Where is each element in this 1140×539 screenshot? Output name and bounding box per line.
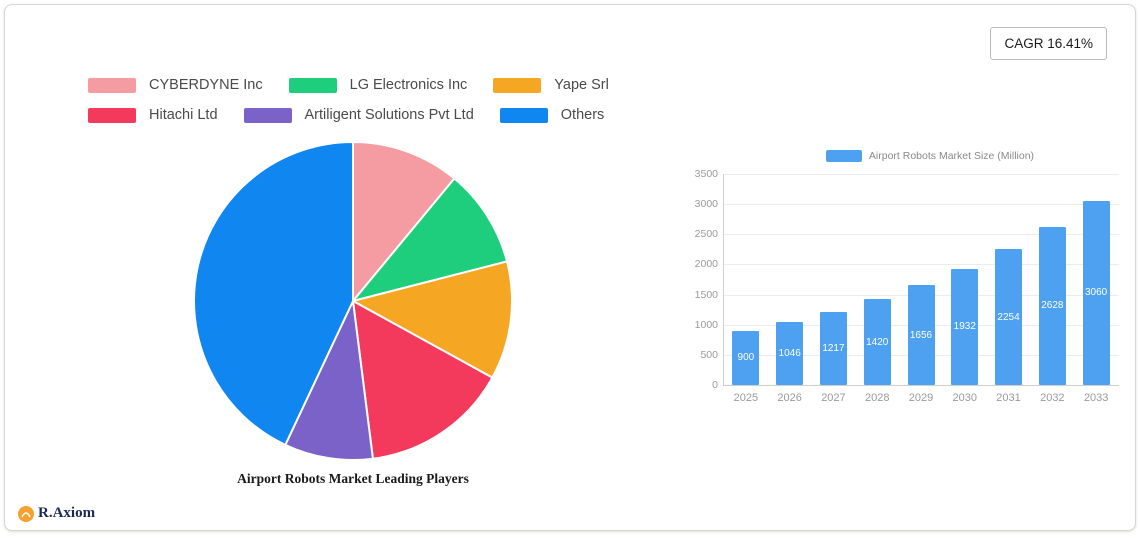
legend-swatch-others <box>499 107 548 123</box>
bar-value-label: 2628 <box>1041 300 1064 312</box>
legend-item-hitachi[interactable]: Hitachi Ltd <box>88 107 218 123</box>
bar[interactable]: 1932 <box>951 268 979 385</box>
gridline <box>724 264 1119 266</box>
gridline <box>724 234 1119 236</box>
legend-swatch-hitachi <box>88 107 136 123</box>
pie-slice[interactable] <box>193 140 354 447</box>
pie-slice[interactable] <box>352 140 456 304</box>
legend-item-lg-electronics[interactable]: LG Electronics Inc <box>288 77 468 93</box>
bar-legend-swatch <box>825 150 862 162</box>
bar-value-label: 1046 <box>778 347 801 359</box>
legend-item-cyberdyne[interactable]: CYBERDYNE Inc <box>88 77 263 93</box>
bar-value-label: 3060 <box>1084 287 1108 299</box>
pie-slice[interactable] <box>350 260 513 379</box>
cagr-badge: CAGR 16.41% <box>990 27 1107 60</box>
legend-label: Hitachi Ltd <box>149 107 218 123</box>
pie-title: Airport Robots Market Leading Players <box>237 471 469 486</box>
y-axis-label: 3500 <box>694 168 718 180</box>
bar-plot: 0 500 1000 1500 2000 2500 3000 3500 900 2025 1046 2… <box>695 168 1119 404</box>
y-axis-label: 1500 <box>694 288 718 301</box>
pie-slice[interactable] <box>351 299 494 460</box>
bar-value-label: 1217 <box>822 342 845 354</box>
pie-slice[interactable] <box>283 297 375 462</box>
report-card: CAGR 16.41% CYBERDYNE Inc LG Electronics… <box>4 4 1136 531</box>
logo: R.Axiom <box>18 505 95 522</box>
y-axis-label: 0 <box>712 379 718 391</box>
y-axis-label: 500 <box>700 348 718 361</box>
legend-item-others[interactable]: Others <box>499 107 605 123</box>
legend-label: Yape Srl <box>554 77 609 93</box>
logo-icon <box>18 505 34 522</box>
bar[interactable]: 1046 <box>776 321 804 385</box>
legend-item-artiligent[interactable]: Artiligent Solutions Pvt Ltd <box>243 107 474 123</box>
pie-legend-row-1: CYBERDYNE Inc LG Electronics Inc Yape Sr… <box>88 77 609 93</box>
bar-chart: Airport Robots Market Size (Million) 0 50… <box>681 150 1135 404</box>
x-axis-label: 2030 <box>952 392 977 404</box>
bar-legend-label: Airport Robots Market Size (Million) <box>868 150 1035 162</box>
x-axis-label: 2032 <box>1040 392 1065 404</box>
gridline <box>724 174 1119 175</box>
bar-value-label: 2254 <box>997 311 1020 323</box>
bar[interactable]: 3060 <box>1082 200 1110 385</box>
x-axis-label: 2029 <box>908 392 934 404</box>
gridline <box>724 204 1119 206</box>
bar-value-label: 1932 <box>953 321 976 333</box>
x-axis-label: 2027 <box>821 392 846 404</box>
y-axis-label: 1000 <box>694 318 718 331</box>
bar[interactable]: 2628 <box>1038 226 1066 385</box>
x-axis-label: 2028 <box>864 392 890 404</box>
legend-swatch-artiligent <box>243 107 292 123</box>
x-axis-label: 2031 <box>996 392 1021 404</box>
bar[interactable]: 900 <box>732 330 760 385</box>
pie-svg <box>193 140 513 462</box>
bar[interactable]: 1420 <box>863 299 891 385</box>
pie-chart <box>191 139 515 463</box>
legend-swatch-lg-electronics <box>288 77 337 93</box>
y-axis-label: 2000 <box>694 258 718 271</box>
bar[interactable]: 1656 <box>907 285 935 385</box>
y-axis-label: 2500 <box>694 228 718 241</box>
bar-legend[interactable]: Airport Robots Market Size (Million) <box>723 150 1135 162</box>
legend-label: Artiligent Solutions Pvt Ltd <box>304 107 474 123</box>
x-axis-label: 2026 <box>777 392 802 404</box>
x-axis-label: 2025 <box>733 392 759 404</box>
pie-legend-row-2: Hitachi Ltd Artiligent Solutions Pvt Ltd… <box>88 107 609 123</box>
y-axis-label: 3000 <box>694 198 718 211</box>
bar[interactable]: 1217 <box>819 311 847 385</box>
bar[interactable]: 2254 <box>995 249 1023 385</box>
logo-text: R.Axiom <box>38 505 96 521</box>
legend-label: LG Electronics Inc <box>349 77 468 93</box>
bar-value-label: 1656 <box>909 329 933 341</box>
legend-swatch-cyberdyne <box>88 77 136 93</box>
legend-label: Others <box>560 107 605 123</box>
legend-label: CYBERDYNE Inc <box>149 77 263 93</box>
pie-legend: CYBERDYNE Inc LG Electronics Inc Yape Sr… <box>88 77 609 123</box>
bar-value-label: 1420 <box>866 336 889 348</box>
legend-item-yape[interactable]: Yape Srl <box>493 77 609 93</box>
x-axis-label: 2033 <box>1083 392 1109 404</box>
bar-value-label: 900 <box>737 352 755 364</box>
legend-swatch-yape <box>493 77 542 93</box>
